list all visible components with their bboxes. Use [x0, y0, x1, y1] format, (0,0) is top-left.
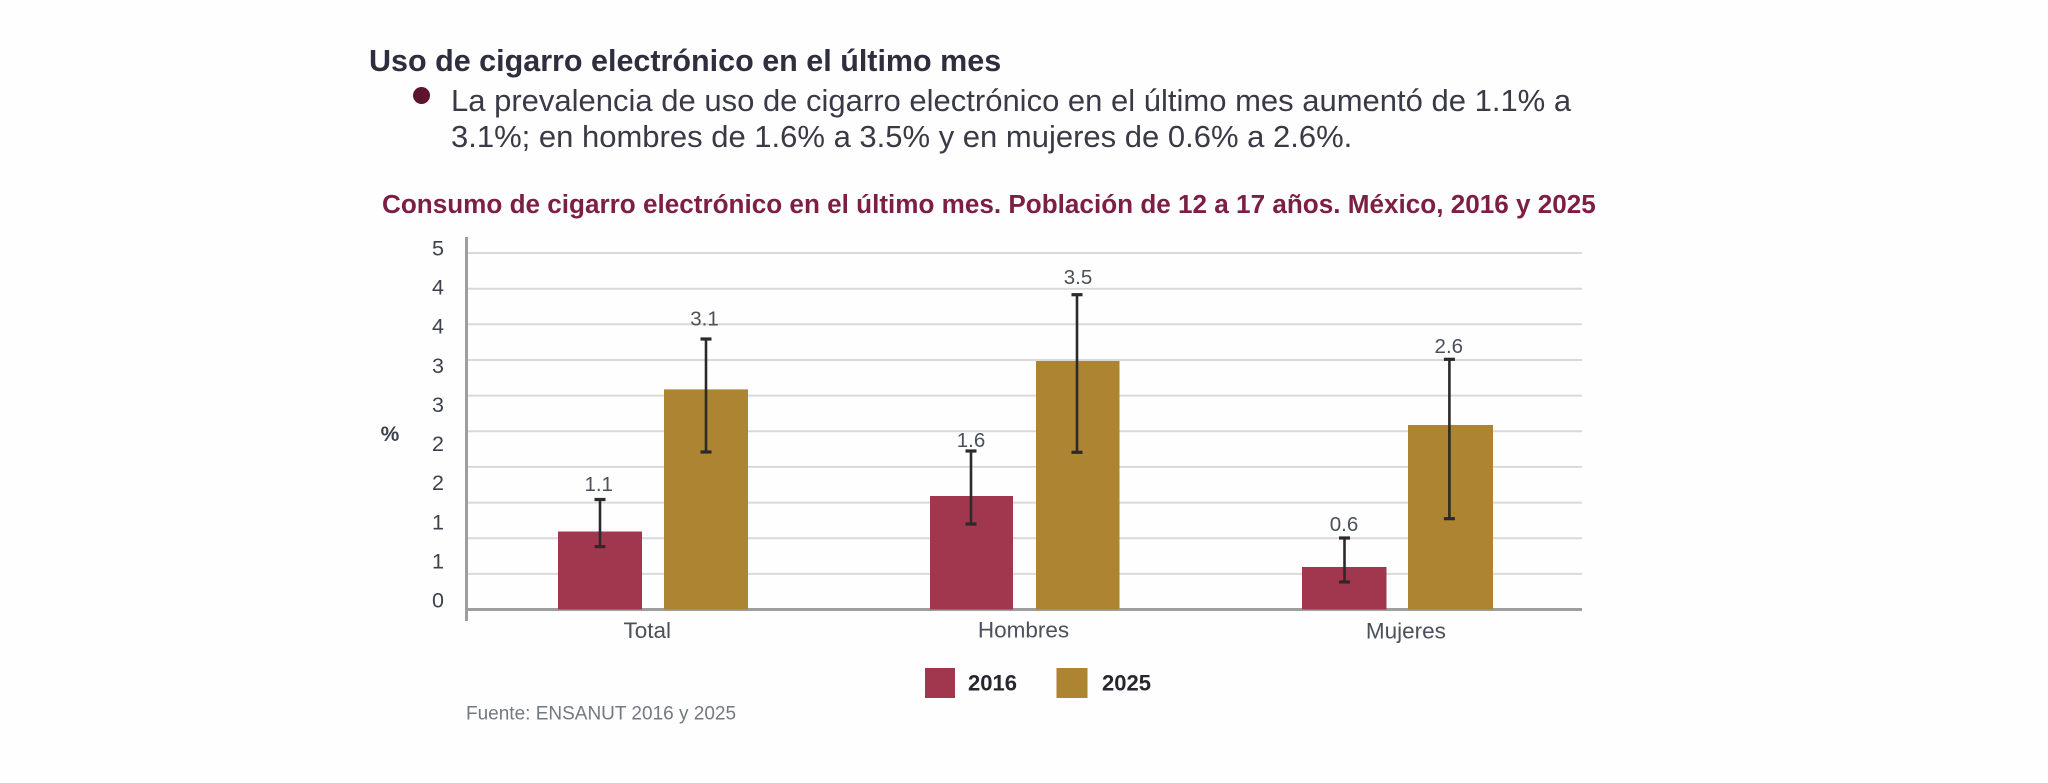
- svg-text:Hombres: Hombres: [978, 618, 1069, 643]
- svg-text:2: 2: [432, 432, 444, 456]
- svg-text:4: 4: [432, 276, 444, 300]
- svg-text:3.1: 3.1: [690, 308, 719, 331]
- svg-text:Fuente: ENSANUT 2016 y 2025: Fuente: ENSANUT 2016 y 2025: [466, 704, 736, 725]
- svg-text:Total: Total: [624, 618, 672, 643]
- svg-text:3: 3: [432, 354, 444, 378]
- svg-text:1: 1: [432, 549, 444, 573]
- svg-text:4: 4: [432, 315, 444, 339]
- svg-text:0.6: 0.6: [1330, 513, 1359, 536]
- svg-text:3.5: 3.5: [1064, 266, 1093, 289]
- svg-text:2.6: 2.6: [1435, 335, 1464, 358]
- svg-text:2: 2: [432, 471, 444, 495]
- svg-text:2016: 2016: [968, 671, 1017, 696]
- svg-text:1: 1: [432, 510, 444, 534]
- svg-text:2025: 2025: [1102, 671, 1151, 696]
- svg-text:1.6: 1.6: [957, 429, 986, 452]
- svg-text:0: 0: [432, 589, 444, 613]
- svg-text:1.1: 1.1: [584, 473, 613, 496]
- svg-text:%: %: [381, 423, 400, 446]
- svg-text:5: 5: [432, 237, 444, 261]
- svg-text:3: 3: [432, 393, 444, 417]
- svg-text:Mujeres: Mujeres: [1366, 619, 1446, 644]
